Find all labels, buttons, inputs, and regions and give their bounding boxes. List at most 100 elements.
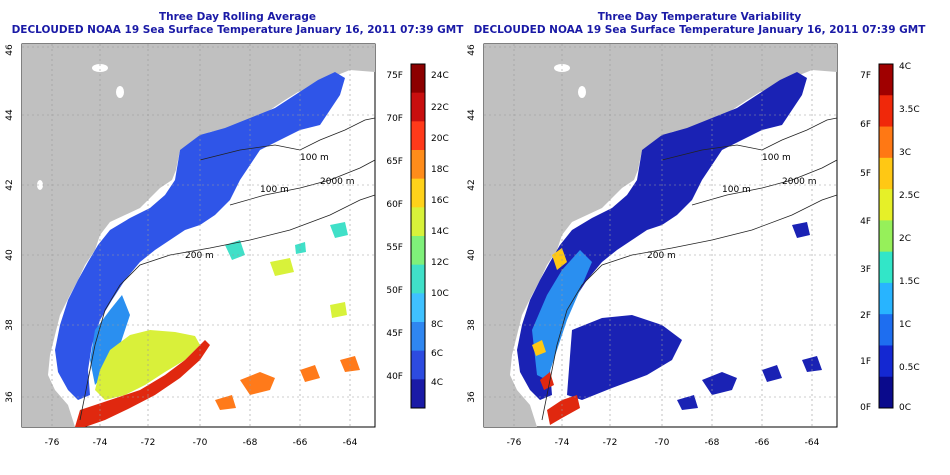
isobath-2000m [229,159,376,206]
isobath-2000m [691,159,838,206]
lake-shape [92,64,108,72]
colorbar-label-c: 10C [431,289,449,299]
colorbar-band [879,189,893,221]
isobath-200m [541,194,838,421]
sst-warm-shelf [95,330,200,400]
panel-subtitle: DECLOUDED NOAA 19 Sea Surface Temperatur… [473,24,926,36]
colorbar-label-f: 4F [860,217,871,227]
colorbar-band [879,282,893,315]
colorbar-label-c: 3.5C [899,105,920,115]
colorbar-band [411,236,425,266]
isobath-200m [79,194,376,421]
colorbar-label-f: 70F [386,114,403,124]
lon-tick-label: -66 [755,438,770,448]
colorbar-label-f: 40F [386,372,403,382]
sst-variability-panel: Three Day Temperature Variability DECLOU… [462,0,937,475]
graticule [484,44,837,427]
map-area: 100 m 100 m 2000 m 200 m [483,43,838,428]
colorbar-label-f: 50F [386,286,403,296]
lake-shape [554,64,570,72]
land-mass [22,44,375,427]
colorbar-label-c: 2C [899,234,911,244]
lat-tick-label: 42 [5,179,15,190]
map-figure: 100 m 100 m 2000 m 200 m -76 [467,43,920,448]
graticule [22,44,375,427]
sst-cyan-patches [225,222,348,260]
colorbar-label-c: 6C [431,349,443,359]
colorbar-label-c: 4C [899,62,911,72]
sst-yellow-patches [270,258,347,318]
sst-average-panel: Three Day Rolling Average DECLOUDED NOAA… [5,11,464,448]
colorbar-label-f: 55F [386,243,403,253]
colorbar: 75F 70F 65F 60F 55F 50F 45F 40F 24C 22C … [386,63,449,409]
colorbar-label-f: 1F [860,357,871,367]
longitude-axis: -76 -74 -72 -70 -68 -66 -64 [507,438,820,448]
lake-shape [116,86,124,98]
variability-high-region [532,248,567,356]
lon-tick-label: -66 [293,438,308,448]
lat-tick-label: 44 [467,109,477,121]
colorbar-band [879,126,893,159]
colorbar-band [879,314,893,346]
isobath-label: 100 m [260,185,289,195]
colorbar-label-f: 6F [860,120,871,130]
panel-title: Three Day Rolling Average [158,11,317,23]
lon-tick-label: -76 [45,438,60,448]
colorbar-label-c: 3C [899,148,911,158]
colorbar-label-c: 4C [431,378,443,388]
colorbar-band [879,345,893,378]
colorbar-band [879,64,893,96]
colorbar-label-c: 20C [431,134,449,144]
colorbar-label-f: 60F [386,200,403,210]
colorbar-label-c: 18C [431,165,449,175]
lat-tick-label: 46 [467,44,477,56]
lon-tick-label: -72 [603,438,618,448]
colorbar-label-f: 5F [860,169,871,179]
lat-tick-label: 44 [5,109,15,121]
panel-subtitle: DECLOUDED NOAA 19 Sea Surface Temperatur… [11,24,464,36]
colorbar-label-c: 8C [431,320,443,330]
colorbar-label-f: 0F [860,403,871,413]
colorbar-band [411,150,425,180]
lat-tick-label: 46 [5,44,15,56]
isobath-100m [661,117,838,161]
lon-tick-label: -74 [555,438,570,448]
colorbar-label-c: 2.5C [899,191,920,201]
lake-shape [578,86,586,98]
land-mass [484,44,837,427]
colorbar-label-c: 16C [431,196,449,206]
lon-tick-label: -64 [805,438,820,448]
lat-tick-label: 38 [5,319,15,331]
colorbar-label-c: 1C [899,320,911,330]
longitude-axis: -76 -74 -72 -70 -68 -66 -64 [45,438,358,448]
isobath-label: 2000 m [320,177,355,187]
lat-tick-label: 36 [5,391,15,403]
lon-tick-label: -74 [93,438,108,448]
sst-cold-region [55,72,345,400]
sst-orange-patches [215,356,360,410]
latitude-axis: 36 38 40 42 44 46 [467,44,477,403]
lon-tick-label: -70 [193,438,208,448]
colorbar-label-f: 65F [386,157,403,167]
lon-tick-label: -68 [705,438,720,448]
sst-gulf-stream [75,340,210,427]
colorbar-label-c: 24C [431,71,449,81]
colorbar: 7F 6F 5F 4F 3F 2F 1F 0F 4C 3.5C 3C 2.5C … [860,62,920,413]
colorbar-band [411,64,425,94]
map-area: 100 m 100 m 2000 m 200 m [21,43,376,428]
isobath-label: 2000 m [782,177,817,187]
colorbar-band [879,220,893,253]
colorbar-band [879,251,893,284]
lat-tick-label: 40 [467,249,477,261]
colorbar-label-f: 2F [860,311,871,321]
panel-title: Three Day Temperature Variability [597,11,802,23]
lat-tick-label: 36 [467,391,477,403]
colorbar-band [879,157,893,190]
isobath-label: 100 m [300,153,329,163]
isobath-label: 200 m [185,251,214,261]
isobath-label: 200 m [647,251,676,261]
isobath-label: 100 m [762,153,791,163]
colorbar-label-f: 75F [386,71,403,81]
isobath-label: 100 m [722,185,751,195]
lat-tick-label: 40 [5,249,15,261]
